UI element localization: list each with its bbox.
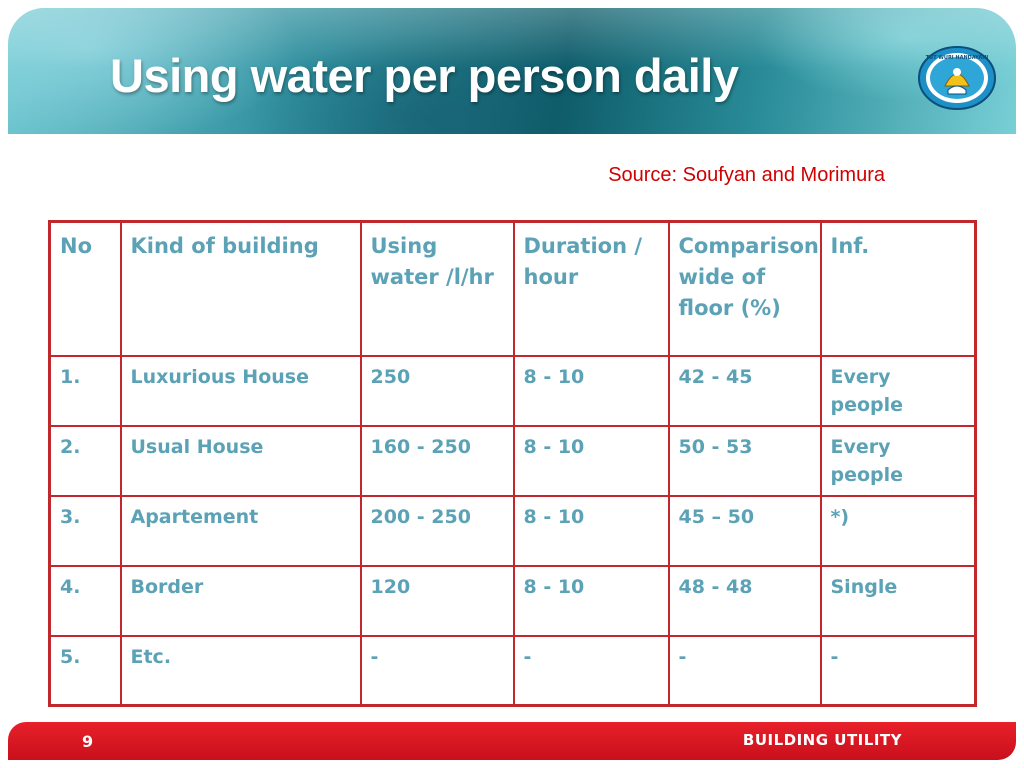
cell-comparison: 48 - 48: [667, 564, 822, 637]
tut-wuri-handayani-emblem-icon: TUT WURI HANDAYANI: [918, 46, 996, 110]
cell-no: 2.: [48, 424, 122, 497]
water-usage-table: No Kind of building Using water /l/hr Du…: [48, 220, 977, 707]
cell-water: 120: [359, 564, 515, 637]
cell-inf: Every people: [819, 424, 977, 497]
cell-duration: 8 - 10: [512, 494, 670, 567]
cell-duration: -: [512, 634, 670, 707]
cell-comparison: 45 – 50: [667, 494, 822, 567]
cell-water: 200 - 250: [359, 494, 515, 567]
svg-text:TUT WURI HANDAYANI: TUT WURI HANDAYANI: [926, 55, 989, 61]
page-number: 9: [82, 732, 94, 751]
cell-comparison: 50 - 53: [667, 424, 822, 497]
cell-duration: 8 - 10: [512, 354, 670, 427]
header-no: No: [48, 220, 122, 357]
table-row: 1. Luxurious House 250 8 - 10 42 - 45 Ev…: [48, 354, 977, 427]
table-row: 5. Etc. - - - -: [48, 634, 977, 707]
cell-kind: Usual House: [119, 424, 362, 497]
cell-inf: Single: [819, 564, 977, 637]
header-duration: Duration / hour: [512, 220, 670, 357]
table-header-row: No Kind of building Using water /l/hr Du…: [48, 220, 977, 357]
cell-water: -: [359, 634, 515, 707]
cell-water: 160 - 250: [359, 424, 515, 497]
slide-header-banner: [8, 8, 1016, 134]
slide-title: Using water per person daily: [110, 49, 739, 102]
table-row: 2. Usual House 160 - 250 8 - 10 50 - 53 …: [48, 424, 977, 497]
header-using-water: Using water /l/hr: [359, 220, 515, 357]
cell-kind: Border: [119, 564, 362, 637]
table-row: 4. Border 120 8 - 10 48 - 48 Single: [48, 564, 977, 637]
cell-duration: 8 - 10: [512, 424, 670, 497]
source-citation: Source: Soufyan and Morimura: [608, 164, 885, 186]
cell-kind: Luxurious House: [119, 354, 362, 427]
cell-kind: Apartement: [119, 494, 362, 567]
cell-comparison: -: [667, 634, 822, 707]
slide-footer-bar: 9 BUILDING UTILITY: [8, 722, 1016, 760]
header-kind-of-building: Kind of building: [119, 220, 362, 357]
cell-no: 1.: [48, 354, 122, 427]
table-row: 3. Apartement 200 - 250 8 - 10 45 – 50 *…: [48, 494, 977, 567]
cell-no: 3.: [48, 494, 122, 567]
footer-course-label: BUILDING UTILITY: [742, 731, 902, 749]
cell-comparison: 42 - 45: [667, 354, 822, 427]
cell-kind: Etc.: [119, 634, 362, 707]
cell-no: 5.: [48, 634, 122, 707]
header-comparison-floor: Comparison wide of floor (%): [667, 220, 822, 357]
cell-inf: Every people: [819, 354, 977, 427]
cell-duration: 8 - 10: [512, 564, 670, 637]
cell-inf: *): [819, 494, 977, 567]
cell-no: 4.: [48, 564, 122, 637]
cell-water: 250: [359, 354, 515, 427]
cell-inf: -: [819, 634, 977, 707]
header-inf: Inf.: [819, 220, 977, 357]
